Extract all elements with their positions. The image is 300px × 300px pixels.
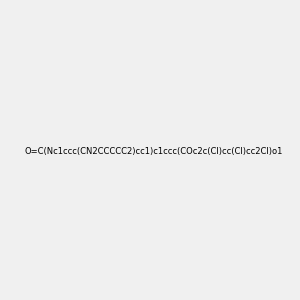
Text: O=C(Nc1ccc(CN2CCCCC2)cc1)c1ccc(COc2c(Cl)cc(Cl)cc2Cl)o1: O=C(Nc1ccc(CN2CCCCC2)cc1)c1ccc(COc2c(Cl)… [25,147,283,156]
